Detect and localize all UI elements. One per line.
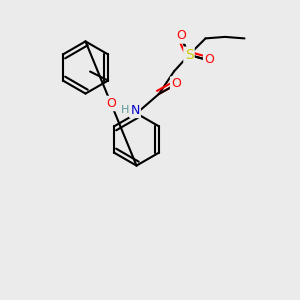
Text: O: O	[171, 77, 181, 91]
Text: O: O	[106, 97, 116, 110]
Text: S: S	[184, 48, 194, 62]
Text: O: O	[204, 53, 214, 66]
Text: O: O	[177, 29, 186, 43]
Text: N: N	[130, 104, 140, 117]
Text: H: H	[121, 105, 129, 116]
